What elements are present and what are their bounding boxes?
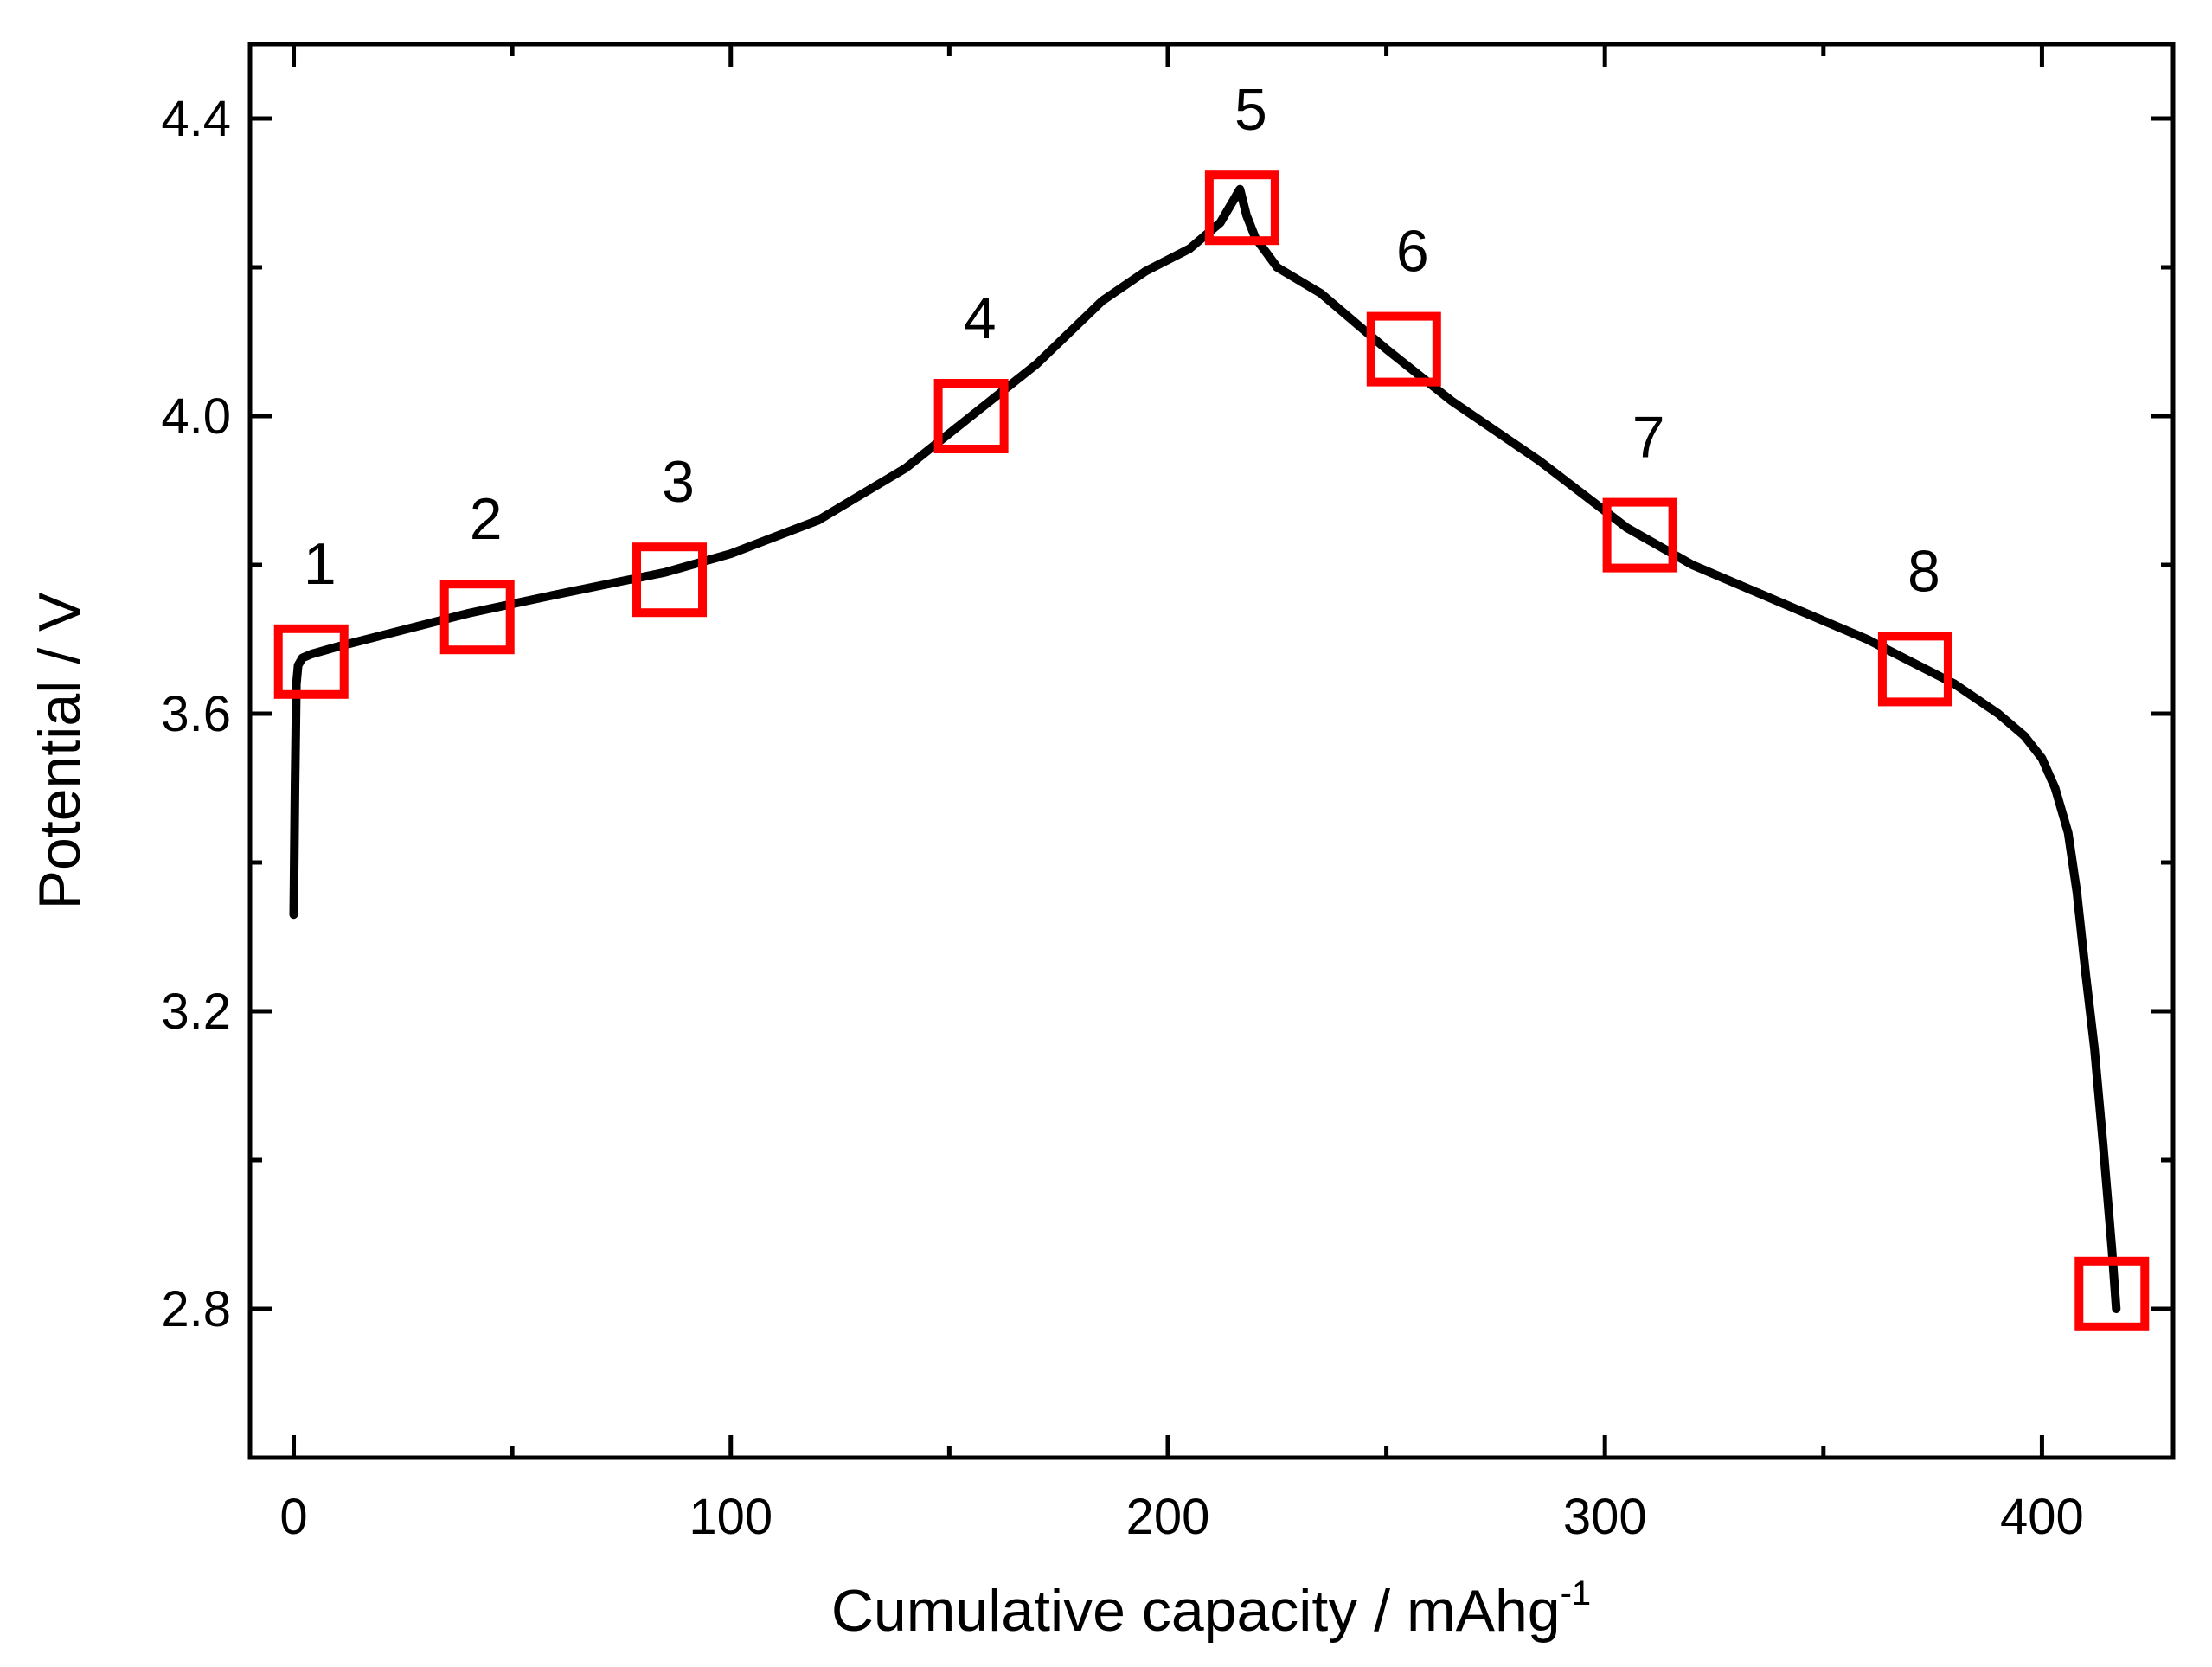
series-line — [289, 184, 2121, 1313]
x-tick-label: 300 — [1563, 1489, 1647, 1545]
marker-label: 1 — [304, 531, 337, 597]
marker-label: 8 — [1907, 538, 1940, 604]
y-axis-title: Potential / V — [27, 592, 93, 909]
marker-square — [1204, 170, 1279, 246]
marker-label: 3 — [662, 449, 695, 515]
marker-label: 5 — [1234, 77, 1267, 143]
tick-labels: 0 100 200 300 400 2.8 3.2 3.6 4.0 4.4 — [161, 91, 2083, 1545]
y-tick-label: 4.0 — [161, 388, 231, 445]
x-tick-label: 400 — [2000, 1489, 2084, 1545]
axis-ticks — [250, 44, 2173, 1458]
marker-square — [439, 580, 515, 655]
marker-label: 4 — [964, 285, 997, 351]
marker-square — [1602, 497, 1677, 573]
markers: 1 2 3 4 5 6 7 8 — [273, 77, 2150, 1331]
x-tick-label: 100 — [689, 1489, 773, 1545]
x-axis-title-superscript: -1 — [1561, 1574, 1592, 1613]
marker-square — [1366, 311, 1441, 387]
marker-square — [632, 542, 708, 618]
y-tick-label: 3.6 — [161, 686, 231, 742]
x-axis-title: Cumulative capacity / mAhg-1 — [831, 1574, 1591, 1644]
marker-square — [933, 379, 1009, 453]
marker-label: 2 — [470, 486, 503, 552]
marker-square — [273, 624, 349, 699]
y-tick-label: 3.2 — [161, 984, 231, 1040]
marker-square — [2074, 1256, 2150, 1331]
marker-label: 6 — [1396, 219, 1429, 285]
x-tick-label: 0 — [279, 1489, 307, 1545]
marker-label: 7 — [1632, 405, 1665, 471]
plot-area-frame — [247, 42, 2176, 1460]
y-tick-label: 4.4 — [161, 91, 231, 147]
y-tick-label: 2.8 — [161, 1281, 231, 1337]
marker-square — [1877, 632, 1952, 707]
x-tick-label: 200 — [1126, 1489, 1210, 1545]
